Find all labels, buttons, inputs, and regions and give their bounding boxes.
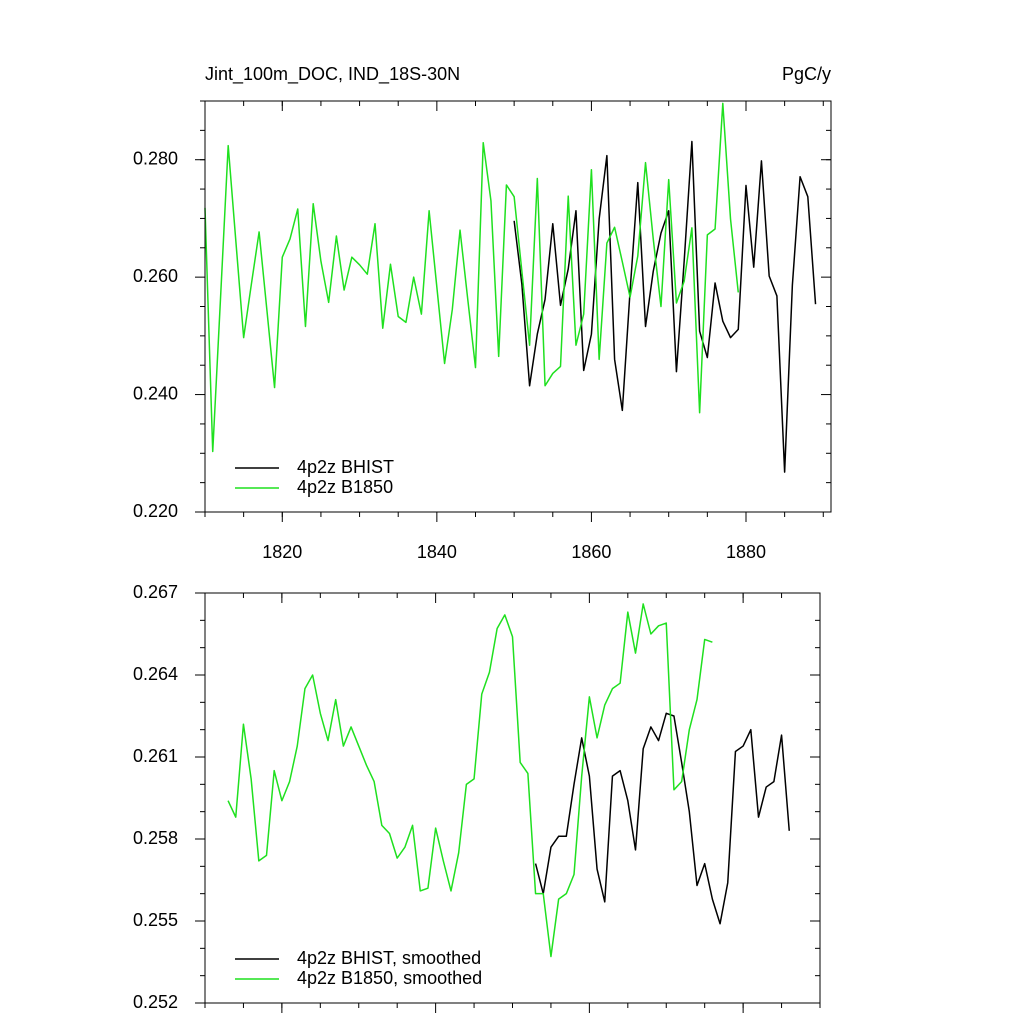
legend-label: 4p2z B1850 xyxy=(297,477,393,497)
x-tick-label: 1820 xyxy=(262,542,302,562)
y-tick-label: 0.267 xyxy=(133,582,178,602)
y-tick-label: 0.252 xyxy=(133,992,178,1012)
y-tick-label: 0.220 xyxy=(133,501,178,521)
plot-frame xyxy=(204,592,821,1004)
y-tick-label: 0.255 xyxy=(133,910,178,930)
legend-label: 4p2z B1850, smoothed xyxy=(297,968,482,988)
legend-label: 4p2z BHIST xyxy=(297,457,394,477)
x-tick-label: 1840 xyxy=(417,542,457,562)
y-tick-label: 0.260 xyxy=(133,266,178,286)
y-tick-label: 0.264 xyxy=(133,664,178,684)
series-line xyxy=(534,712,790,925)
series-line xyxy=(513,140,817,473)
y-tick-label: 0.280 xyxy=(133,148,178,168)
units-label: PgC/y xyxy=(782,64,831,84)
y-tick-label: 0.261 xyxy=(133,746,178,766)
x-tick-label: 1880 xyxy=(726,542,766,562)
series-line xyxy=(227,603,713,958)
y-tick-label: 0.240 xyxy=(133,383,178,403)
chart-title: Jint_100m_DOC, IND_18S-30N xyxy=(205,64,460,85)
legend-label: 4p2z BHIST, smoothed xyxy=(297,948,481,968)
y-tick-label: 0.258 xyxy=(133,828,178,848)
series-line xyxy=(204,102,740,453)
x-tick-label: 1860 xyxy=(571,542,611,562)
plot-frame xyxy=(204,100,832,513)
